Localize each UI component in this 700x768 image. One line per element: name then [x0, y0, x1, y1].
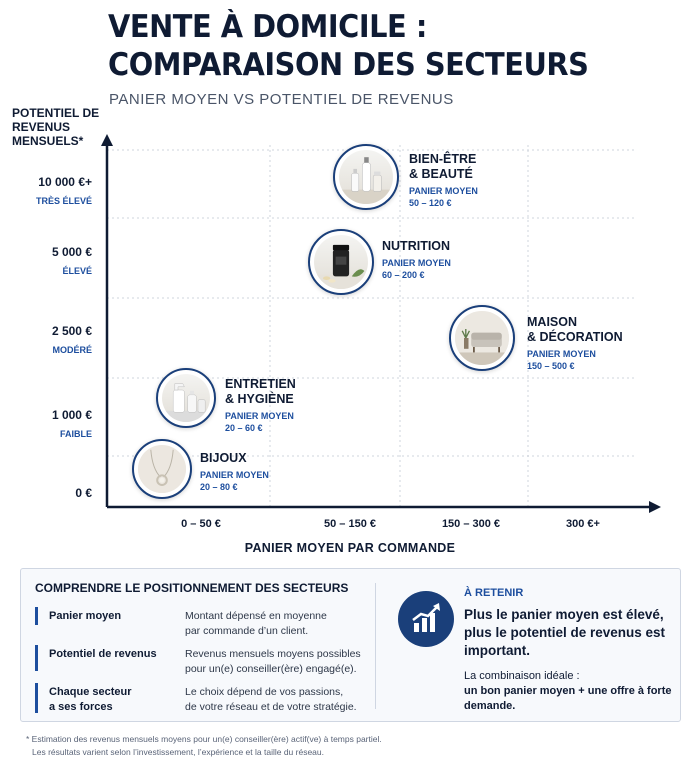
x-tick-label: 300 €+	[566, 518, 600, 530]
definition-term: Chaque secteur a ses forces	[49, 686, 132, 713]
panier-value: 20 – 80 €	[200, 482, 238, 492]
x-axis-label: PANIER MOYEN PAR COMMANDE	[244, 541, 456, 555]
sofa-icon	[455, 311, 509, 365]
sector-name: BIJOUX	[200, 451, 247, 465]
sector-panier: PANIER MOYEN 20 – 60 €	[225, 410, 385, 434]
sector-marker	[449, 305, 515, 371]
definition-row: Chaque secteur a ses forces Le choix dépe…	[35, 683, 365, 713]
y-tick: 5 000 € ÉLEVÉ	[0, 245, 92, 276]
necklace-icon	[138, 445, 186, 493]
y-tick-level: MODÉRÉ	[52, 345, 92, 355]
retenir-subtext-2: un bon panier moyen + une offre à forte …	[464, 685, 672, 712]
sector-marker	[132, 439, 192, 499]
retenir-title: À RETENIR	[464, 587, 524, 599]
definition-term: Potentiel de revenus	[49, 648, 157, 660]
footnote-line-1: * Estimation des revenus mensuels moyens…	[26, 734, 382, 744]
panier-value: 150 – 500 €	[527, 361, 575, 371]
sector-panier: PANIER MOYEN 60 – 200 €	[382, 257, 542, 281]
y-tick: 2 500 € MODÉRÉ	[0, 324, 92, 355]
sector-panier: PANIER MOYEN 50 – 120 €	[409, 185, 569, 209]
y-tick-value: 1 000 €	[51, 408, 92, 422]
sector-name: MAISON & DÉCORATION	[527, 315, 623, 344]
y-tick-value: 2 500 €	[51, 324, 92, 338]
sector-panier: PANIER MOYEN 20 – 80 €	[200, 469, 360, 493]
sector-name: ENTRETIEN & HYGIÈNE	[225, 377, 296, 406]
chart-axes	[101, 134, 661, 513]
panier-label: PANIER MOYEN	[200, 470, 269, 480]
definition-row: Panier moyen Montant dépensé en moyenne p…	[35, 607, 365, 637]
panier-value: 50 – 120 €	[409, 198, 452, 208]
growth-chart-icon	[398, 591, 454, 647]
sector-marker	[308, 229, 374, 295]
x-tick-label: 0 – 50 €	[181, 518, 221, 530]
sector-marker	[156, 368, 216, 428]
y-tick: 0 €	[0, 486, 92, 500]
retenir-main-text: Plus le panier moyen est élevé, plus le …	[464, 607, 666, 658]
x-tick-label: 50 – 150 €	[324, 518, 376, 530]
chart-subtitle: PANIER MOYEN VS POTENTIEL DE REVENUS	[109, 91, 454, 108]
panel-title: COMPRENDRE LE POSITIONNEMENT DES SECTEUR…	[35, 581, 349, 595]
row-accent-bar	[35, 645, 38, 671]
y-tick-value: 10 000 €+	[38, 175, 92, 189]
footnote-line-2: Les résultats varient selon l’investisse…	[32, 747, 324, 757]
y-axis-label: POTENTIEL DE REVENUS MENSUELS*	[12, 106, 100, 148]
sector-name: NUTRITION	[382, 239, 451, 253]
page-title: VENTE À DOMICILE : COMPARAISON DES SECTE…	[108, 8, 629, 84]
y-tick: 1 000 € FAIBLE	[0, 408, 92, 439]
y-tick: 10 000 €+ TRÈS ÉLEVÉ	[0, 175, 92, 206]
panier-label: PANIER MOYEN	[409, 186, 478, 196]
definition-text: Montant dépensé en moyenne par commande …	[185, 610, 327, 637]
definition-text: Le choix dépend de vos passions, de votr…	[185, 686, 357, 713]
footnote: * Estimation des revenus mensuels moyens…	[26, 733, 526, 759]
retenir-subtext-1: La combinaison idéale :	[464, 670, 580, 682]
definition-term: Panier moyen	[49, 610, 122, 622]
title-line-2: COMPARAISON DES SECTEURS	[108, 47, 589, 83]
panier-value: 60 – 200 €	[382, 270, 425, 280]
panier-value: 20 – 60 €	[225, 423, 263, 433]
info-panel: COMPRENDRE LE POSITIONNEMENT DES SECTEUR…	[20, 568, 681, 722]
y-tick-level: TRÈS ÉLEVÉ	[35, 196, 92, 206]
definition-text: Revenus mensuels moyens possibles pour u…	[185, 648, 361, 675]
sector-name: BIEN-ÊTRE & BEAUTÉ	[409, 152, 477, 181]
y-tick-value: 5 000 €	[51, 245, 92, 259]
y-axis-arrow	[101, 134, 113, 146]
x-axis-arrow	[649, 501, 661, 513]
title-line-1: VENTE À DOMICILE :	[108, 9, 427, 45]
panier-label: PANIER MOYEN	[527, 349, 596, 359]
panier-label: PANIER MOYEN	[225, 411, 294, 421]
y-tick-level: ÉLEVÉ	[62, 266, 92, 276]
cleaning-bottles-icon	[162, 374, 210, 422]
panel-divider	[375, 583, 376, 709]
chart-grid	[107, 145, 635, 507]
y-tick-value: 0 €	[75, 486, 92, 500]
y-tick-level: FAIBLE	[59, 429, 92, 439]
sector-panier: PANIER MOYEN 150 – 500 €	[527, 348, 687, 372]
row-accent-bar	[35, 607, 38, 625]
chart-plot-area	[101, 134, 661, 513]
definition-row: Potentiel de revenus Revenus mensuels moy…	[35, 645, 365, 675]
sector-marker	[333, 144, 399, 210]
panier-label: PANIER MOYEN	[382, 258, 451, 268]
supplement-jar-icon	[314, 235, 368, 289]
row-accent-bar	[35, 683, 38, 713]
x-tick-label: 150 – 300 €	[441, 518, 501, 530]
beauty-products-icon	[339, 150, 393, 204]
